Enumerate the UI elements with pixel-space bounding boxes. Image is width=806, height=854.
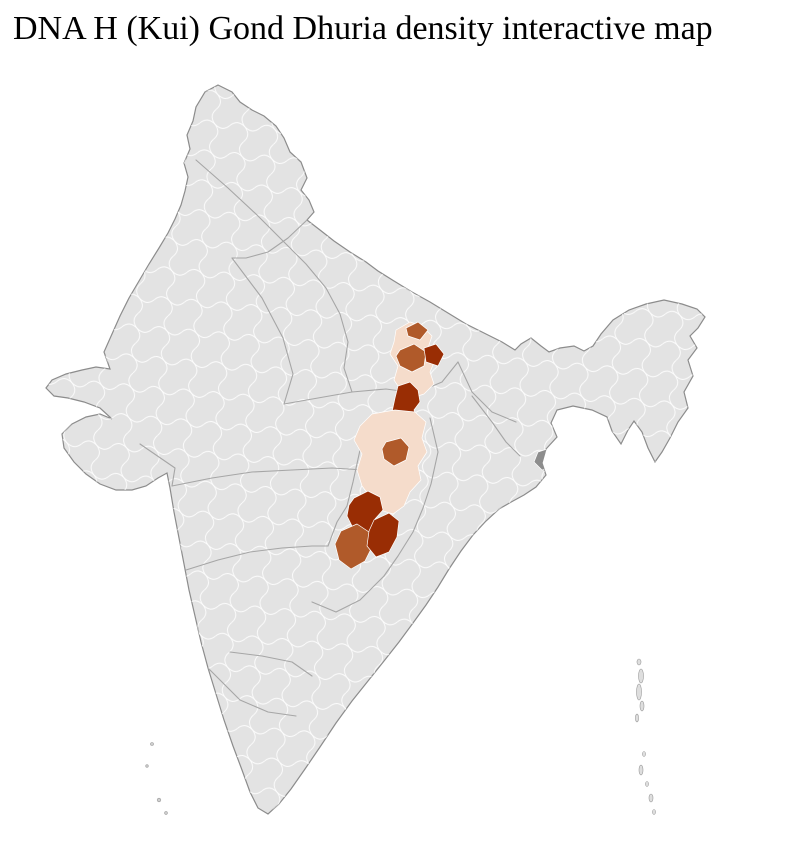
page-title: DNA H (Kui) Gond Dhuria density interact… [13,10,713,47]
district-high-north-east[interactable] [423,343,445,367]
lakshadweep-islands [145,742,168,815]
district-medium-north-top[interactable] [405,321,429,341]
district-medium-south[interactable] [334,523,373,570]
district-medium-central[interactable] [381,437,410,467]
district-medium-north-mid[interactable] [395,343,427,373]
district-high-south-east[interactable] [366,512,400,558]
density-districts [334,321,559,570]
state-boundaries [139,159,521,717]
andaman-islands [635,658,656,815]
